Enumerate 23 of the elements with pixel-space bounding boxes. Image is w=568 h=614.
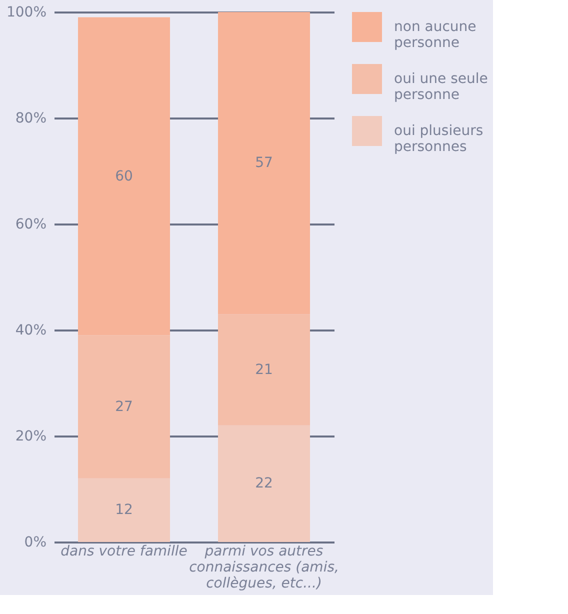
bar: [218, 12, 310, 314]
x-tick-label: parmi vos autres connaissances (amis, collègues, etc...): [189, 544, 339, 592]
bar: [78, 478, 170, 542]
legend-label: non aucune personne: [394, 19, 476, 51]
x-tick-label: dans votre famille: [60, 544, 188, 560]
legend-label: oui une seule personne: [394, 71, 488, 103]
data-label: 60: [115, 168, 133, 184]
y-tick-label: 60%: [15, 216, 46, 232]
y-tick-label: 0%: [24, 534, 46, 550]
data-label: 22: [255, 476, 273, 492]
legend-label: oui plusieurs personnes: [394, 123, 484, 155]
bar: [78, 17, 170, 336]
data-label: 12: [115, 502, 133, 518]
y-tick-label: 20%: [15, 428, 46, 444]
bar: [78, 335, 170, 478]
data-label: 21: [255, 362, 273, 378]
bar: [218, 425, 310, 542]
y-tick-label: 40%: [15, 322, 46, 338]
y-tick-label: 80%: [15, 110, 46, 126]
y-tick-label: 100%: [6, 4, 46, 20]
bar: [218, 314, 310, 426]
data-label: 27: [115, 398, 133, 415]
data-label: 57: [255, 155, 273, 172]
